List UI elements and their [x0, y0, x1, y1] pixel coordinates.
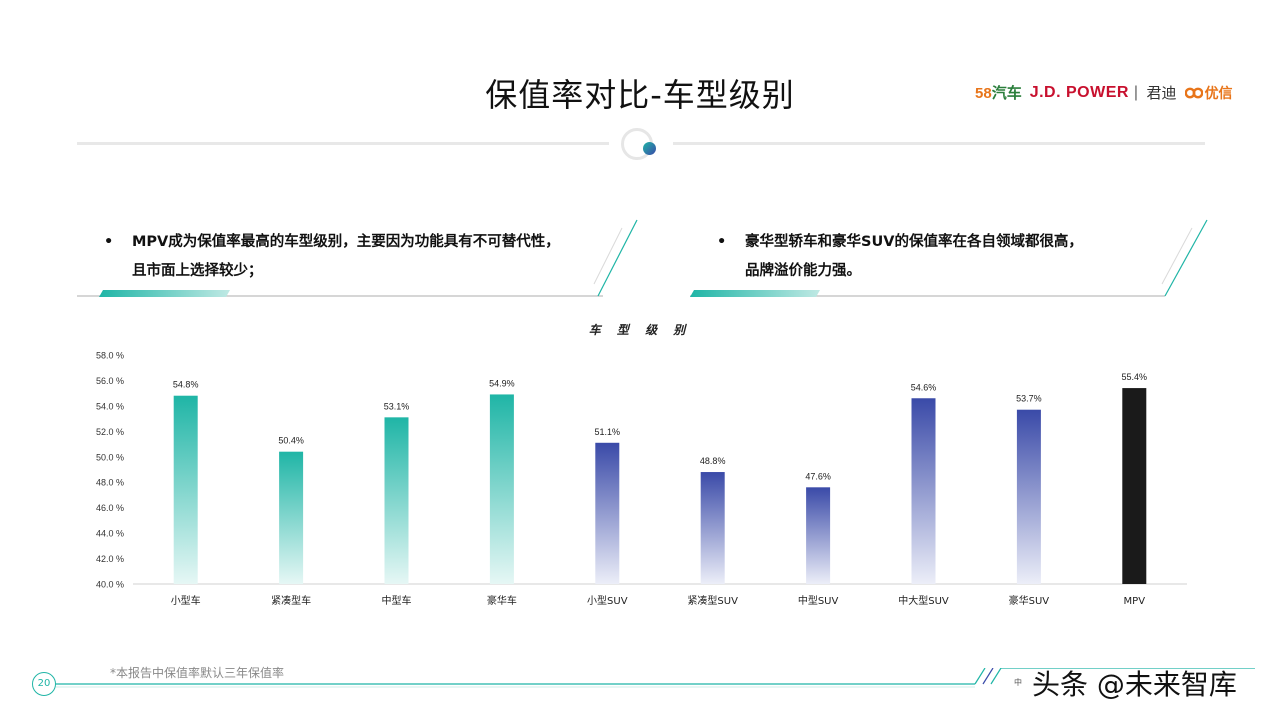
- bar-value-label: 55.4%: [1122, 372, 1148, 382]
- bar: [806, 487, 831, 584]
- note-left-line-2: 且市面上选择较少；: [132, 263, 263, 279]
- note-left-line-1: MPV成为保值率最高的车型级别，主要因为功能具有不可替代性，: [132, 234, 560, 250]
- y-tick-label: 52.0 %: [96, 427, 124, 437]
- bar-value-label: 48.8%: [700, 456, 726, 466]
- partner-logos: 58汽车 J.D. POWER | 君迪 优信: [975, 82, 1233, 103]
- bar-value-label: 51.1%: [595, 427, 621, 437]
- logo-separator: |: [1128, 83, 1139, 101]
- logo-jdpower-text: J.D. POWER: [1029, 83, 1129, 101]
- note-frame-right-slant2: [1161, 227, 1193, 285]
- bar-value-label: 54.8%: [173, 380, 199, 390]
- y-tick-label: 50.0 %: [96, 452, 124, 462]
- note-frame-left-slant2: [593, 227, 623, 285]
- watermark: 头条 @未来智库: [1032, 668, 1237, 701]
- y-tick-label: 44.0 %: [96, 529, 124, 539]
- footer-decoration: [56, 668, 1255, 688]
- y-tick-label: 54.0 %: [96, 401, 124, 411]
- note-left-bullet: •: [104, 234, 114, 250]
- bar-value-label: 54.6%: [911, 382, 937, 392]
- bar: [595, 442, 620, 584]
- x-tick-label: 中型SUV: [798, 594, 839, 607]
- x-tick-label: 紧凑型车: [271, 594, 311, 607]
- logo-58-number: 58: [975, 85, 992, 102]
- note-right-line-2: 品牌溢价能力强。: [745, 263, 861, 279]
- note-right-line-1: 豪华型轿车和豪华SUV的保值率在各自领域都很高，: [745, 234, 1083, 250]
- bar: [489, 394, 514, 584]
- footer-slash-3: [990, 668, 1002, 685]
- note-right: • 豪华型轿车和豪华SUV的保值率在各自领域都很高， 品牌溢价能力强。: [717, 228, 1083, 286]
- bars: 54.8% 小型车 50.4% 紧凑型车 53.1% 中型车 54.9% 豪华车 51.1% 小型…: [171, 372, 1147, 607]
- bar: [173, 395, 198, 584]
- x-tick-label: 豪华SUV: [1009, 594, 1050, 607]
- y-tick-label: 56.0 %: [96, 376, 124, 386]
- footer-slash-2: [982, 668, 994, 685]
- x-tick-label: 豪华车: [487, 594, 517, 607]
- bar-value-label: 50.4%: [278, 436, 304, 446]
- logo-jundi: 君迪: [1146, 85, 1177, 102]
- bar-chart: 40.0 % 42.0 % 44.0 % 46.0 % 48.0 % 50.0 % 52.0…: [96, 351, 1187, 607]
- note-frame-right-slant: [1164, 219, 1208, 297]
- footer-tiny-mark: 中: [1014, 678, 1022, 687]
- note-frame-left-accent: [99, 290, 230, 297]
- y-tick-label: 42.0 %: [96, 554, 124, 564]
- logo-jdpower: J.D. POWER |: [1030, 84, 1139, 102]
- y-tick-label: 40.0 %: [96, 580, 124, 590]
- bar-value-label: 53.7%: [1016, 394, 1042, 404]
- note-left: • MPV成为保值率最高的车型级别，主要因为功能具有不可替代性， 且市面上选择较…: [104, 228, 560, 286]
- footer-note: *本报告中保值率默认三年保值率: [110, 666, 285, 680]
- bar: [384, 417, 409, 584]
- youxin-logo-icon: [1184, 87, 1203, 98]
- note-right-bullet: •: [717, 234, 727, 250]
- y-tick-label: 48.0 %: [96, 478, 124, 488]
- bar-value-label: 47.6%: [805, 471, 831, 481]
- page-title: 保值率对比-车型级别: [485, 76, 795, 114]
- x-tick-label: MPV: [1124, 596, 1146, 607]
- y-tick-label: 58.0 %: [96, 351, 124, 361]
- bar: [1122, 388, 1147, 584]
- footer-slash-1: [974, 668, 986, 685]
- note-frames: [77, 219, 1208, 297]
- y-tick-label: 46.0 %: [96, 503, 124, 513]
- bar: [279, 451, 304, 584]
- logo-58-auto: 58汽车: [975, 82, 1022, 103]
- bar: [700, 472, 725, 584]
- bar-value-label: 54.9%: [489, 378, 515, 388]
- header-divider-right: [673, 142, 1205, 145]
- page-number: 20: [32, 672, 56, 696]
- x-tick-label: 小型车: [171, 594, 201, 607]
- divider-dot-icon: [643, 142, 656, 155]
- logo-youxin-text: 优信: [1204, 84, 1233, 101]
- header-divider-left: [77, 142, 609, 145]
- x-tick-label: 中大型SUV: [898, 594, 949, 607]
- x-tick-label: 紧凑型SUV: [687, 594, 738, 607]
- bar-value-label: 53.1%: [384, 401, 410, 411]
- note-frame-right-accent: [690, 290, 820, 297]
- note-frame-left-slant: [597, 219, 638, 297]
- logo-youxin: 优信: [1184, 83, 1233, 103]
- bar: [911, 398, 936, 584]
- y-axis: 40.0 % 42.0 % 44.0 % 46.0 % 48.0 % 50.0 % 52.0…: [96, 351, 1187, 590]
- x-tick-label: 中型车: [382, 594, 412, 607]
- logo-58-text: 汽车: [991, 85, 1022, 102]
- x-tick-label: 小型SUV: [587, 594, 628, 607]
- chart-title: 车 型 级 别: [588, 323, 692, 337]
- bar: [1016, 409, 1041, 584]
